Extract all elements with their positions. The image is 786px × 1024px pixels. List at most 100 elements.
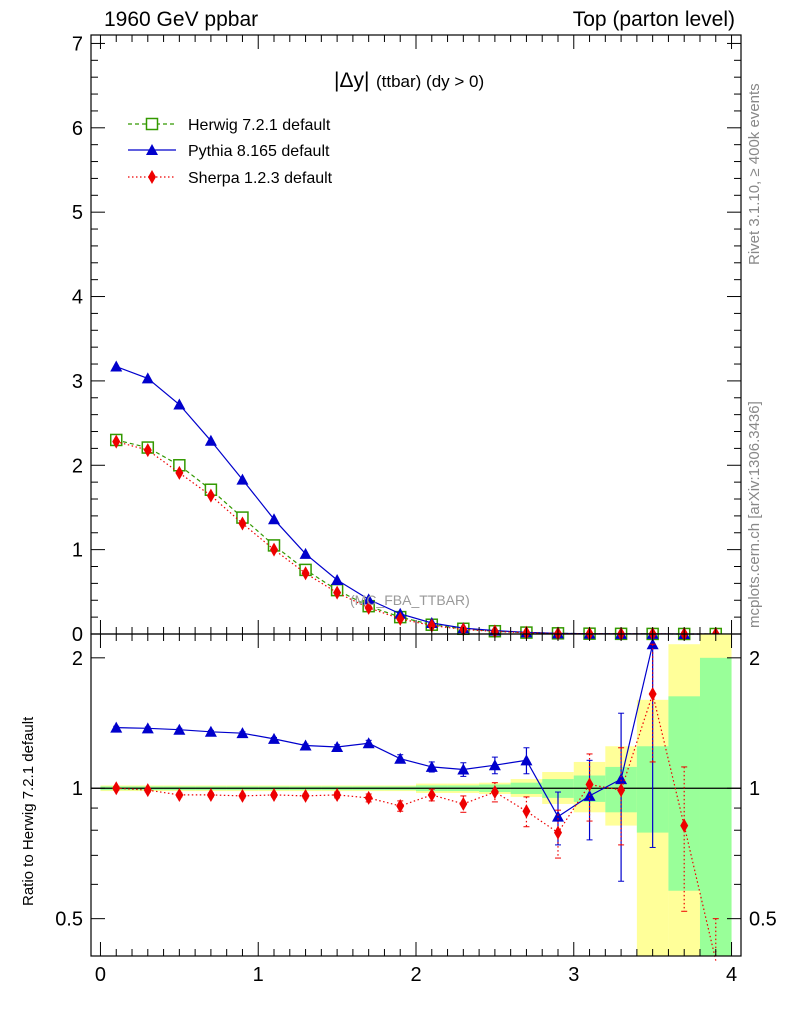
main-point-sherpa bbox=[364, 600, 373, 615]
ratio-y-tick-label-right: 1 bbox=[749, 778, 760, 800]
mcplots-reference-label: mcplots.cern.ch [arXiv:1306.3436] bbox=[746, 401, 763, 628]
main-point-pythia bbox=[362, 593, 375, 605]
header-beam-energy: 1960 GeV ppbar bbox=[104, 8, 259, 31]
ratio-point-pythia bbox=[362, 737, 375, 749]
legend-label-herwig: Herwig 7.2.1 default bbox=[188, 117, 331, 134]
main-point-sherpa bbox=[427, 618, 436, 633]
main-point-sherpa bbox=[206, 488, 215, 503]
legend-label-pythia: Pythia 8.165 default bbox=[188, 143, 330, 160]
ratio-point-sherpa bbox=[553, 825, 562, 840]
analysis-label: (MC_FBA_TTBAR) bbox=[350, 592, 470, 608]
ratio-point-pythia bbox=[488, 759, 501, 771]
legend-marker-herwig bbox=[145, 117, 159, 131]
ratio-point-pythia bbox=[551, 810, 564, 822]
ratio-point-pythia bbox=[394, 752, 407, 764]
ratio-point-sherpa bbox=[427, 787, 436, 802]
ratio-point-sherpa bbox=[206, 787, 215, 802]
main-point-sherpa bbox=[238, 516, 247, 531]
plot-title: |Δy| (ttbar) (dy > 0) bbox=[334, 69, 484, 92]
main-point-pythia bbox=[268, 513, 281, 525]
ratio-point-pythia bbox=[110, 721, 123, 733]
main-y-tick-label: 2 bbox=[72, 455, 83, 477]
ratio-point-pythia bbox=[615, 773, 628, 785]
ratio-y-tick-label-right: 2 bbox=[749, 648, 760, 670]
main-y-tick-label: 0 bbox=[72, 624, 83, 646]
ratio-point-sherpa bbox=[617, 783, 626, 798]
main-point-sherpa bbox=[301, 566, 310, 581]
ratio-point-pythia bbox=[299, 739, 312, 751]
ratio-band-inner bbox=[668, 696, 700, 891]
main-point-sherpa bbox=[333, 585, 342, 600]
main-y-tick-label: 5 bbox=[72, 202, 83, 224]
ratio-point-sherpa bbox=[112, 781, 121, 796]
legend-entry-sherpa: Sherpa 1.2.3 default bbox=[128, 170, 333, 187]
ratio-point-pythia bbox=[331, 741, 344, 753]
ratio-series-line-pythia bbox=[116, 644, 654, 818]
ratio-y-tick-label-right: 0.5 bbox=[749, 909, 777, 931]
ratio-point-pythia bbox=[236, 727, 249, 739]
ratio-point-pythia bbox=[425, 760, 438, 772]
ratio-x-axis: 0 1 2 3 4 bbox=[95, 634, 737, 986]
ratio-point-sherpa bbox=[522, 804, 531, 819]
ratio-point-sherpa bbox=[270, 787, 279, 802]
ratio-plot-marks bbox=[91, 633, 741, 961]
main-point-pythia bbox=[173, 398, 186, 410]
ratio-point-sherpa bbox=[364, 790, 373, 805]
main-point-pythia bbox=[299, 547, 312, 559]
ratio-point-pythia bbox=[268, 732, 281, 744]
legend-marker-pythia bbox=[146, 144, 158, 155]
ratio-point-pythia bbox=[457, 763, 470, 775]
legend: Herwig 7.2.1 default Pythia 8.165 defaul… bbox=[128, 117, 333, 187]
main-point-pythia bbox=[204, 434, 217, 446]
ratio-x-tick-label: 1 bbox=[253, 964, 264, 986]
main-point-sherpa bbox=[143, 443, 152, 458]
ratio-point-sherpa bbox=[333, 787, 342, 802]
ratio-point-sherpa bbox=[238, 788, 247, 803]
main-point-sherpa bbox=[396, 611, 405, 626]
legend-entry-herwig: Herwig 7.2.1 default bbox=[128, 117, 331, 134]
main-point-sherpa bbox=[112, 434, 121, 449]
main-y-axis: 0 1 2 3 4 5 6 7 bbox=[72, 33, 741, 646]
main-y-tick-label: 1 bbox=[72, 540, 83, 562]
ratio-x-tick-label: 2 bbox=[410, 964, 421, 986]
plot-title-sub: (ttbar) (dy > 0) bbox=[376, 72, 484, 91]
rivet-version-label: Rivet 3.1.10, ≥ 400k events bbox=[746, 83, 763, 265]
ratio-point-sherpa bbox=[143, 783, 152, 798]
ratio-point-sherpa bbox=[396, 798, 405, 813]
ratio-point-sherpa bbox=[490, 785, 499, 800]
ratio-x-tick-label: 4 bbox=[726, 964, 737, 986]
ratio-y-tick-label: 1 bbox=[72, 778, 83, 800]
ratio-point-sherpa bbox=[459, 796, 468, 811]
legend-marker-sherpa bbox=[148, 170, 156, 184]
ratio-series-line-sherpa bbox=[116, 691, 717, 961]
ratio-y-axis: 0.5 0.5 1 1 2 2 bbox=[55, 648, 777, 931]
main-y-tick-label: 3 bbox=[72, 371, 83, 393]
legend-entry-pythia: Pythia 8.165 default bbox=[128, 143, 330, 160]
legend-label-sherpa: Sherpa 1.2.3 default bbox=[188, 170, 333, 187]
ratio-point-sherpa bbox=[648, 687, 657, 702]
ratio-point-sherpa bbox=[175, 787, 184, 802]
ratio-point-sherpa bbox=[680, 818, 689, 833]
ratio-y-tick-label: 2 bbox=[72, 648, 83, 670]
main-point-sherpa bbox=[175, 465, 184, 480]
ratio-point-pythia bbox=[141, 722, 154, 734]
main-panel: 0 1 2 3 4 5 6 7 |Δy| (ttbar) (dy > 0) (MC_FBA_T… bbox=[72, 33, 742, 646]
ratio-band-inner bbox=[699, 657, 732, 956]
ratio-point-sherpa bbox=[585, 777, 594, 792]
main-y-tick-label: 6 bbox=[72, 118, 83, 140]
main-point-sherpa bbox=[270, 542, 279, 557]
ratio-x-tick-label: 0 bbox=[95, 964, 106, 986]
main-point-pythia bbox=[141, 372, 154, 384]
main-y-tick-label: 7 bbox=[72, 33, 83, 55]
ratio-point-pythia bbox=[173, 723, 186, 735]
ratio-y-axis-label: Ratio to Herwig 7.2.1 default bbox=[20, 716, 37, 906]
ratio-point-sherpa bbox=[301, 788, 310, 803]
ratio-x-tick-label: 3 bbox=[568, 964, 579, 986]
main-x-axis bbox=[99, 35, 733, 634]
main-point-pythia bbox=[110, 360, 123, 372]
ratio-point-pythia bbox=[520, 754, 533, 766]
main-point-pythia bbox=[331, 574, 344, 586]
header-process: Top (parton level) bbox=[572, 8, 735, 31]
main-y-tick-label: 4 bbox=[72, 287, 83, 309]
